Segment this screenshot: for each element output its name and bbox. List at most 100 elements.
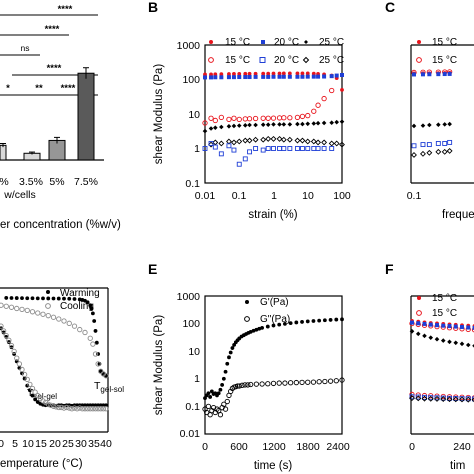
data-point-plotB-5-22 (329, 146, 335, 151)
panel-b-frame (204, 44, 343, 184)
data-point-plotD-1-14 (71, 323, 78, 329)
data-point-plotF-5-0 (409, 394, 415, 400)
data-point-plotD-1-9 (45, 313, 51, 319)
legend-e-marker-1 (245, 300, 249, 304)
data-point-plotF-2-5 (441, 323, 446, 328)
data-point-plotE-1-2 (205, 403, 212, 410)
panel-d: 0 5 10 15 20 25 30 35 40 emperature (°C)… (0, 287, 124, 470)
legend-f-marker-2 (416, 310, 422, 316)
data-point-plotD-3-35 (90, 406, 96, 412)
data-point-plotD-1-18 (90, 341, 96, 347)
data-point-plotB-2-22 (329, 87, 335, 94)
data-point-plotE-1-29 (276, 380, 282, 386)
data-point-plotD-0-9 (51, 296, 56, 301)
data-point-plotD-3-3 (6, 337, 12, 343)
data-point-plotD-3-37 (95, 406, 101, 412)
data-point-plotB-5-2 (212, 144, 218, 150)
panel-d-xtick-35: 35 (88, 438, 100, 450)
data-point-plotE-0-26 (251, 328, 256, 333)
data-point-plotE-0-11 (221, 376, 226, 381)
data-point-plotF-6-6 (446, 396, 453, 403)
data-point-plotD-3-26 (66, 405, 72, 411)
data-point-plotB-1-18 (305, 74, 310, 79)
data-point-plotB-0-7 (243, 71, 248, 76)
data-point-plotC-3-1 (420, 123, 426, 128)
panel-e-xtick-1200: 1200 (262, 441, 286, 453)
data-point-plotB-0-18 (305, 71, 310, 76)
data-point-plotF-6-10 (471, 397, 474, 403)
data-point-plotF-1-10 (471, 327, 474, 333)
data-point-plotE-0-25 (248, 330, 253, 334)
data-point-plotB-2-18 (305, 112, 311, 119)
data-point-plotB-3-9 (253, 122, 258, 128)
data-point-plotD-3-13 (32, 389, 38, 395)
data-point-plotD-3-4 (8, 342, 15, 349)
data-point-plotE-0-34 (288, 321, 293, 326)
data-point-plotB-5-5 (231, 147, 237, 153)
panel-b-ylabel: shear Modulus (Pa) (153, 64, 165, 165)
data-point-plotB-3-17 (300, 121, 305, 127)
data-point-plotB-4-1 (212, 139, 219, 146)
data-point-plotE-0-37 (305, 319, 310, 324)
data-point-plotB-3-21 (321, 120, 327, 126)
data-point-plotB-3-5 (231, 123, 237, 129)
data-point-plotB-0-10 (261, 71, 266, 76)
panel-c-xlabel: freque (442, 209, 474, 221)
legend-b-label-4: 15 °C (225, 55, 250, 66)
data-point-plotF-2-7 (453, 324, 458, 329)
panel-b: B 1000 100 10 1 0.1 0.01 0.1 1 10 100 st… (148, 0, 351, 221)
data-point-plotD-2-40 (104, 403, 108, 408)
data-point-plotB-2-3 (218, 114, 224, 120)
data-point-plotF-3-3 (428, 335, 434, 340)
data-point-plotC-2-0 (412, 72, 416, 77)
data-point-plotD-1-20 (95, 361, 101, 367)
panel-e-xtick-2400: 2400 (326, 441, 350, 453)
data-point-plotE-1-35 (310, 379, 317, 385)
panel-b-xtick-0.01: 0.01 (195, 190, 216, 202)
data-point-plotB-3-24 (339, 119, 345, 124)
data-point-plotF-3-2 (422, 333, 427, 339)
data-point-plotF-6-2 (421, 395, 428, 402)
data-point-plotB-0-16 (295, 71, 300, 76)
data-point-plotE-1-25 (253, 381, 260, 387)
data-point-plotB-5-9 (253, 146, 259, 151)
data-point-plotB-1-21 (322, 74, 327, 79)
data-point-plotC-5-5 (446, 147, 453, 154)
panel-e-xtick-0: 0 (202, 441, 208, 453)
panel-e: E 1000 100 10 1 0.1 0.01 0 600 1200 1800… (148, 261, 350, 472)
data-point-plotE-0-2 (206, 391, 211, 396)
data-point-plotB-5-21 (321, 146, 327, 151)
legend-c-marker-1 (417, 40, 421, 44)
data-point-plotD-3-0 (0, 323, 4, 329)
data-point-plotB-0-24 (340, 87, 344, 92)
data-point-plotD-3-39 (100, 406, 107, 412)
data-point-plotD-3-40 (103, 406, 109, 412)
panel-b-ytick-100: 100 (182, 74, 200, 86)
data-point-plotD-1-1 (3, 303, 9, 309)
data-point-plotD-0-21 (92, 319, 97, 323)
data-point-plotB-3-12 (271, 122, 276, 127)
sig-label-3: ns (21, 43, 30, 53)
data-point-plotB-5-3 (218, 151, 224, 157)
data-point-plotE-1-38 (327, 378, 334, 384)
panel-f-xlabel: tim (450, 460, 465, 472)
data-point-plotD-3-16 (40, 398, 46, 404)
data-point-plotD-3-8 (19, 366, 25, 373)
data-point-plotB-3-2 (213, 125, 218, 131)
panel-a-xlabel: er concentration (%w/v) (0, 219, 121, 231)
panel-e-ytick-0.1: 0.1 (185, 401, 200, 413)
bar-a-3 (77, 72, 95, 161)
data-point-plotF-3-9 (465, 342, 471, 348)
data-point-plotB-1-23 (334, 73, 339, 78)
data-point-plotB-0-6 (237, 72, 242, 76)
data-point-plotB-0-12 (271, 71, 276, 76)
data-point-plotE-0-13 (225, 361, 230, 366)
data-point-plotD-3-14 (35, 392, 41, 399)
data-point-plotF-2-9 (466, 325, 471, 330)
data-point-plotD-2-36 (93, 403, 98, 408)
data-point-plotB-3-22 (329, 120, 334, 125)
data-point-plotD-3-27 (69, 406, 75, 412)
data-point-plotD-1-23 (103, 373, 109, 379)
data-point-plotD-0-5 (30, 296, 35, 301)
data-point-plotB-2-13 (276, 115, 283, 121)
